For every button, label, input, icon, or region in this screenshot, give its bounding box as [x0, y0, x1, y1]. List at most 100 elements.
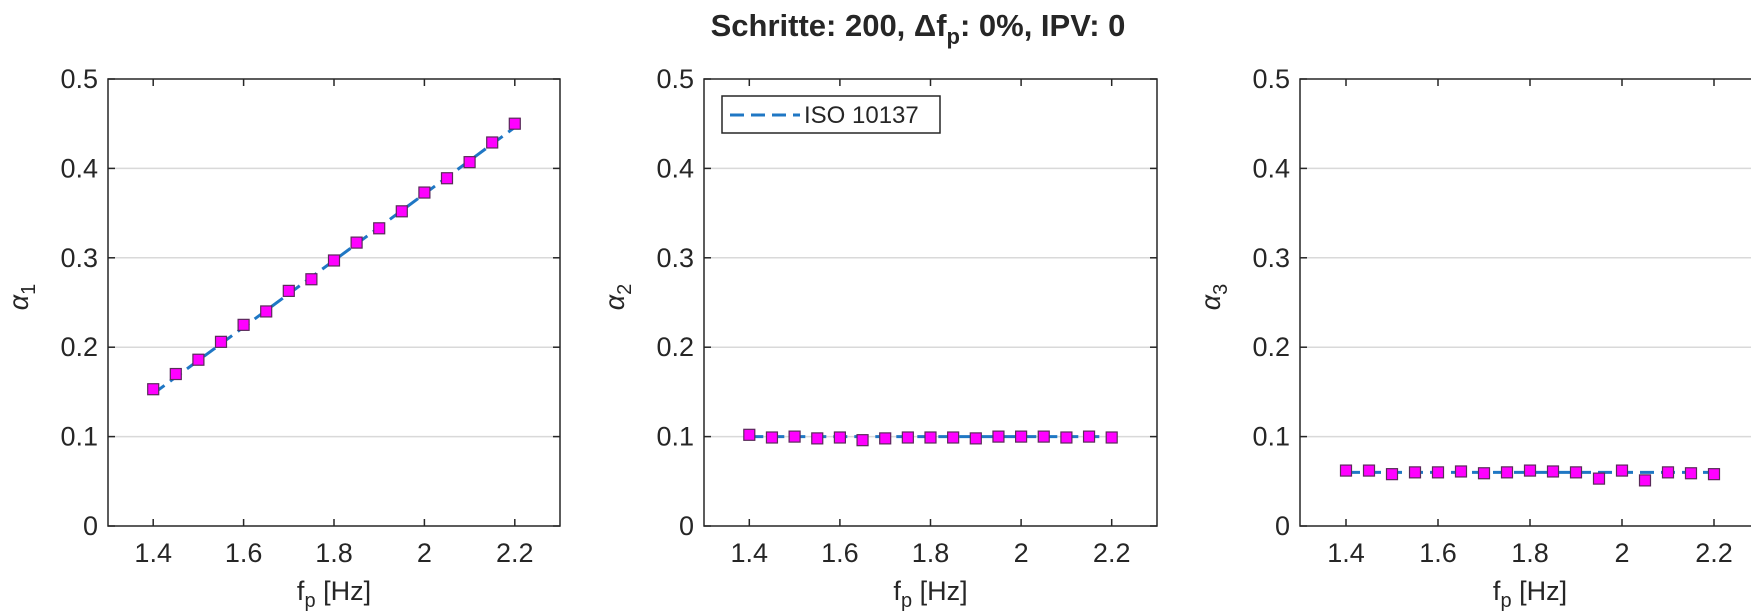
- x-tick-label: 2: [1614, 538, 1629, 568]
- data-point: [1661, 466, 1675, 479]
- title-prefix: Schritte: 200, Δf: [711, 8, 948, 43]
- x-axis-label-main: f: [893, 576, 901, 606]
- x-tick-label: 1.6: [225, 538, 263, 568]
- x-tick-label: 2.2: [1093, 538, 1131, 568]
- data-point: [395, 205, 408, 218]
- data-point: [1408, 466, 1422, 479]
- data-point: [1615, 464, 1629, 477]
- y-axis-label-subscript: 3: [1210, 284, 1232, 295]
- data-point: [856, 434, 869, 447]
- y-tick-label: 0.4: [656, 153, 694, 183]
- y-tick-label: 0: [1275, 511, 1290, 541]
- y-tick-label: 0.1: [1252, 422, 1290, 452]
- data-point: [1638, 474, 1652, 487]
- data-point: [1707, 468, 1721, 481]
- legend: ISO 10137: [721, 95, 941, 134]
- data-point: [1684, 467, 1698, 480]
- data-point: [1339, 464, 1353, 477]
- subplot-1: 1.4 1.6 1.8 2 2.2 0 0.1 0.2 0.3 0.4 0.5 fp [Hz] α1: [4, 64, 561, 612]
- data-point: [508, 117, 521, 130]
- x-tick-label: 1.8: [315, 538, 353, 568]
- x-axis-label-main: f: [1493, 576, 1501, 606]
- data-point: [373, 222, 386, 235]
- x-axis-label-subscript: p: [304, 590, 315, 612]
- data-point: [833, 431, 847, 444]
- data-point: [169, 367, 182, 381]
- y-tick-label: 0.5: [60, 64, 98, 94]
- x-axis-label-main: f: [297, 576, 305, 606]
- y-axis-label: α3: [1196, 284, 1232, 311]
- y-tick-label: 0.5: [1252, 64, 1290, 94]
- x-tick-label: 2.2: [1695, 538, 1733, 568]
- y-tick-label: 0.3: [60, 243, 98, 273]
- data-point: [992, 430, 1005, 443]
- data-point: [811, 432, 824, 445]
- y-tick-label: 0.1: [656, 422, 694, 452]
- x-axis-label: fp [Hz]: [297, 576, 371, 612]
- x-tick-label: 1.4: [731, 538, 769, 568]
- data-point: [1500, 466, 1514, 479]
- x-tick-label: 2: [417, 538, 432, 568]
- y-axis-label-main: α: [4, 293, 34, 310]
- y-axis-label-main: α: [1196, 293, 1226, 310]
- series-line: [152, 126, 516, 395]
- data-point: [418, 186, 431, 199]
- y-tick-label: 0.2: [656, 332, 694, 362]
- data-point: [879, 432, 892, 445]
- y-tick-label: 0.2: [1252, 332, 1290, 362]
- x-axis-label: fp [Hz]: [893, 576, 967, 612]
- subplots: 1.4 1.6 1.8 2 2.200.10.20.30.40.5fp [Hz]α11.…: [4, 64, 1751, 612]
- data-point: [969, 432, 982, 445]
- data-point: [350, 236, 363, 249]
- x-tick-label: 2.2: [496, 538, 534, 568]
- y-axis-label-subscript: 1: [18, 284, 40, 295]
- x-tick-label: 1.6: [1419, 538, 1457, 568]
- data-point: [901, 431, 914, 444]
- data-point: [1014, 430, 1028, 443]
- x-tick-label: 1.8: [912, 538, 950, 568]
- x-tick-label: 1.4: [134, 538, 172, 568]
- title-suffix: : 0%, IPV: 0: [960, 8, 1125, 43]
- y-axis-label: α1: [4, 284, 40, 311]
- y-tick-label: 0.3: [656, 243, 694, 273]
- data-point: [327, 254, 341, 267]
- data-point: [924, 431, 937, 444]
- data-point: [237, 318, 250, 331]
- data-point: [1082, 430, 1096, 443]
- x-axis-label-unit: [Hz]: [316, 576, 372, 606]
- x-tick-label: 1.8: [1511, 538, 1549, 568]
- y-tick-label: 0: [83, 511, 98, 541]
- data-point: [147, 383, 160, 396]
- y-tick-label: 0.4: [1252, 153, 1290, 183]
- data-point: [1546, 465, 1560, 478]
- data-point: [440, 172, 454, 185]
- data-point: [1385, 468, 1399, 481]
- data-point: [743, 428, 756, 441]
- data-point: [1569, 466, 1583, 479]
- data-point: [947, 431, 960, 444]
- y-tick-label: 0.3: [1252, 243, 1290, 273]
- title-subscript: p: [947, 24, 960, 49]
- data-point: [192, 353, 205, 366]
- subplot-3: 1.4 1.6 1.8 2 2.2 0 0.1 0.2 0.3 0.4 0.5 fp [Hz] α3: [1196, 64, 1751, 612]
- x-tick-label: 1.4: [1327, 538, 1365, 568]
- data-point: [1592, 472, 1606, 485]
- data-point: [260, 305, 273, 318]
- x-axis-label-subscript: p: [901, 590, 912, 612]
- y-axis-label: α2: [600, 284, 636, 311]
- x-axis-label-unit: [Hz]: [912, 576, 968, 606]
- x-tick-label: 1.6: [821, 538, 859, 568]
- y-tick-label: 0: [679, 511, 694, 541]
- y-tick-label: 0.1: [60, 422, 98, 452]
- data-point: [765, 431, 779, 444]
- y-axis-label-main: α: [600, 293, 630, 310]
- figure-title: Schritte: 200, Δfp: 0%, IPV: 0: [711, 8, 1126, 49]
- data-point: [1362, 464, 1376, 477]
- data-point: [214, 335, 228, 348]
- data-point: [1060, 431, 1073, 444]
- data-point: [463, 156, 476, 169]
- x-axis-label-subscript: p: [1500, 590, 1511, 612]
- y-tick-label: 0.4: [60, 153, 98, 183]
- data-point: [1477, 467, 1491, 480]
